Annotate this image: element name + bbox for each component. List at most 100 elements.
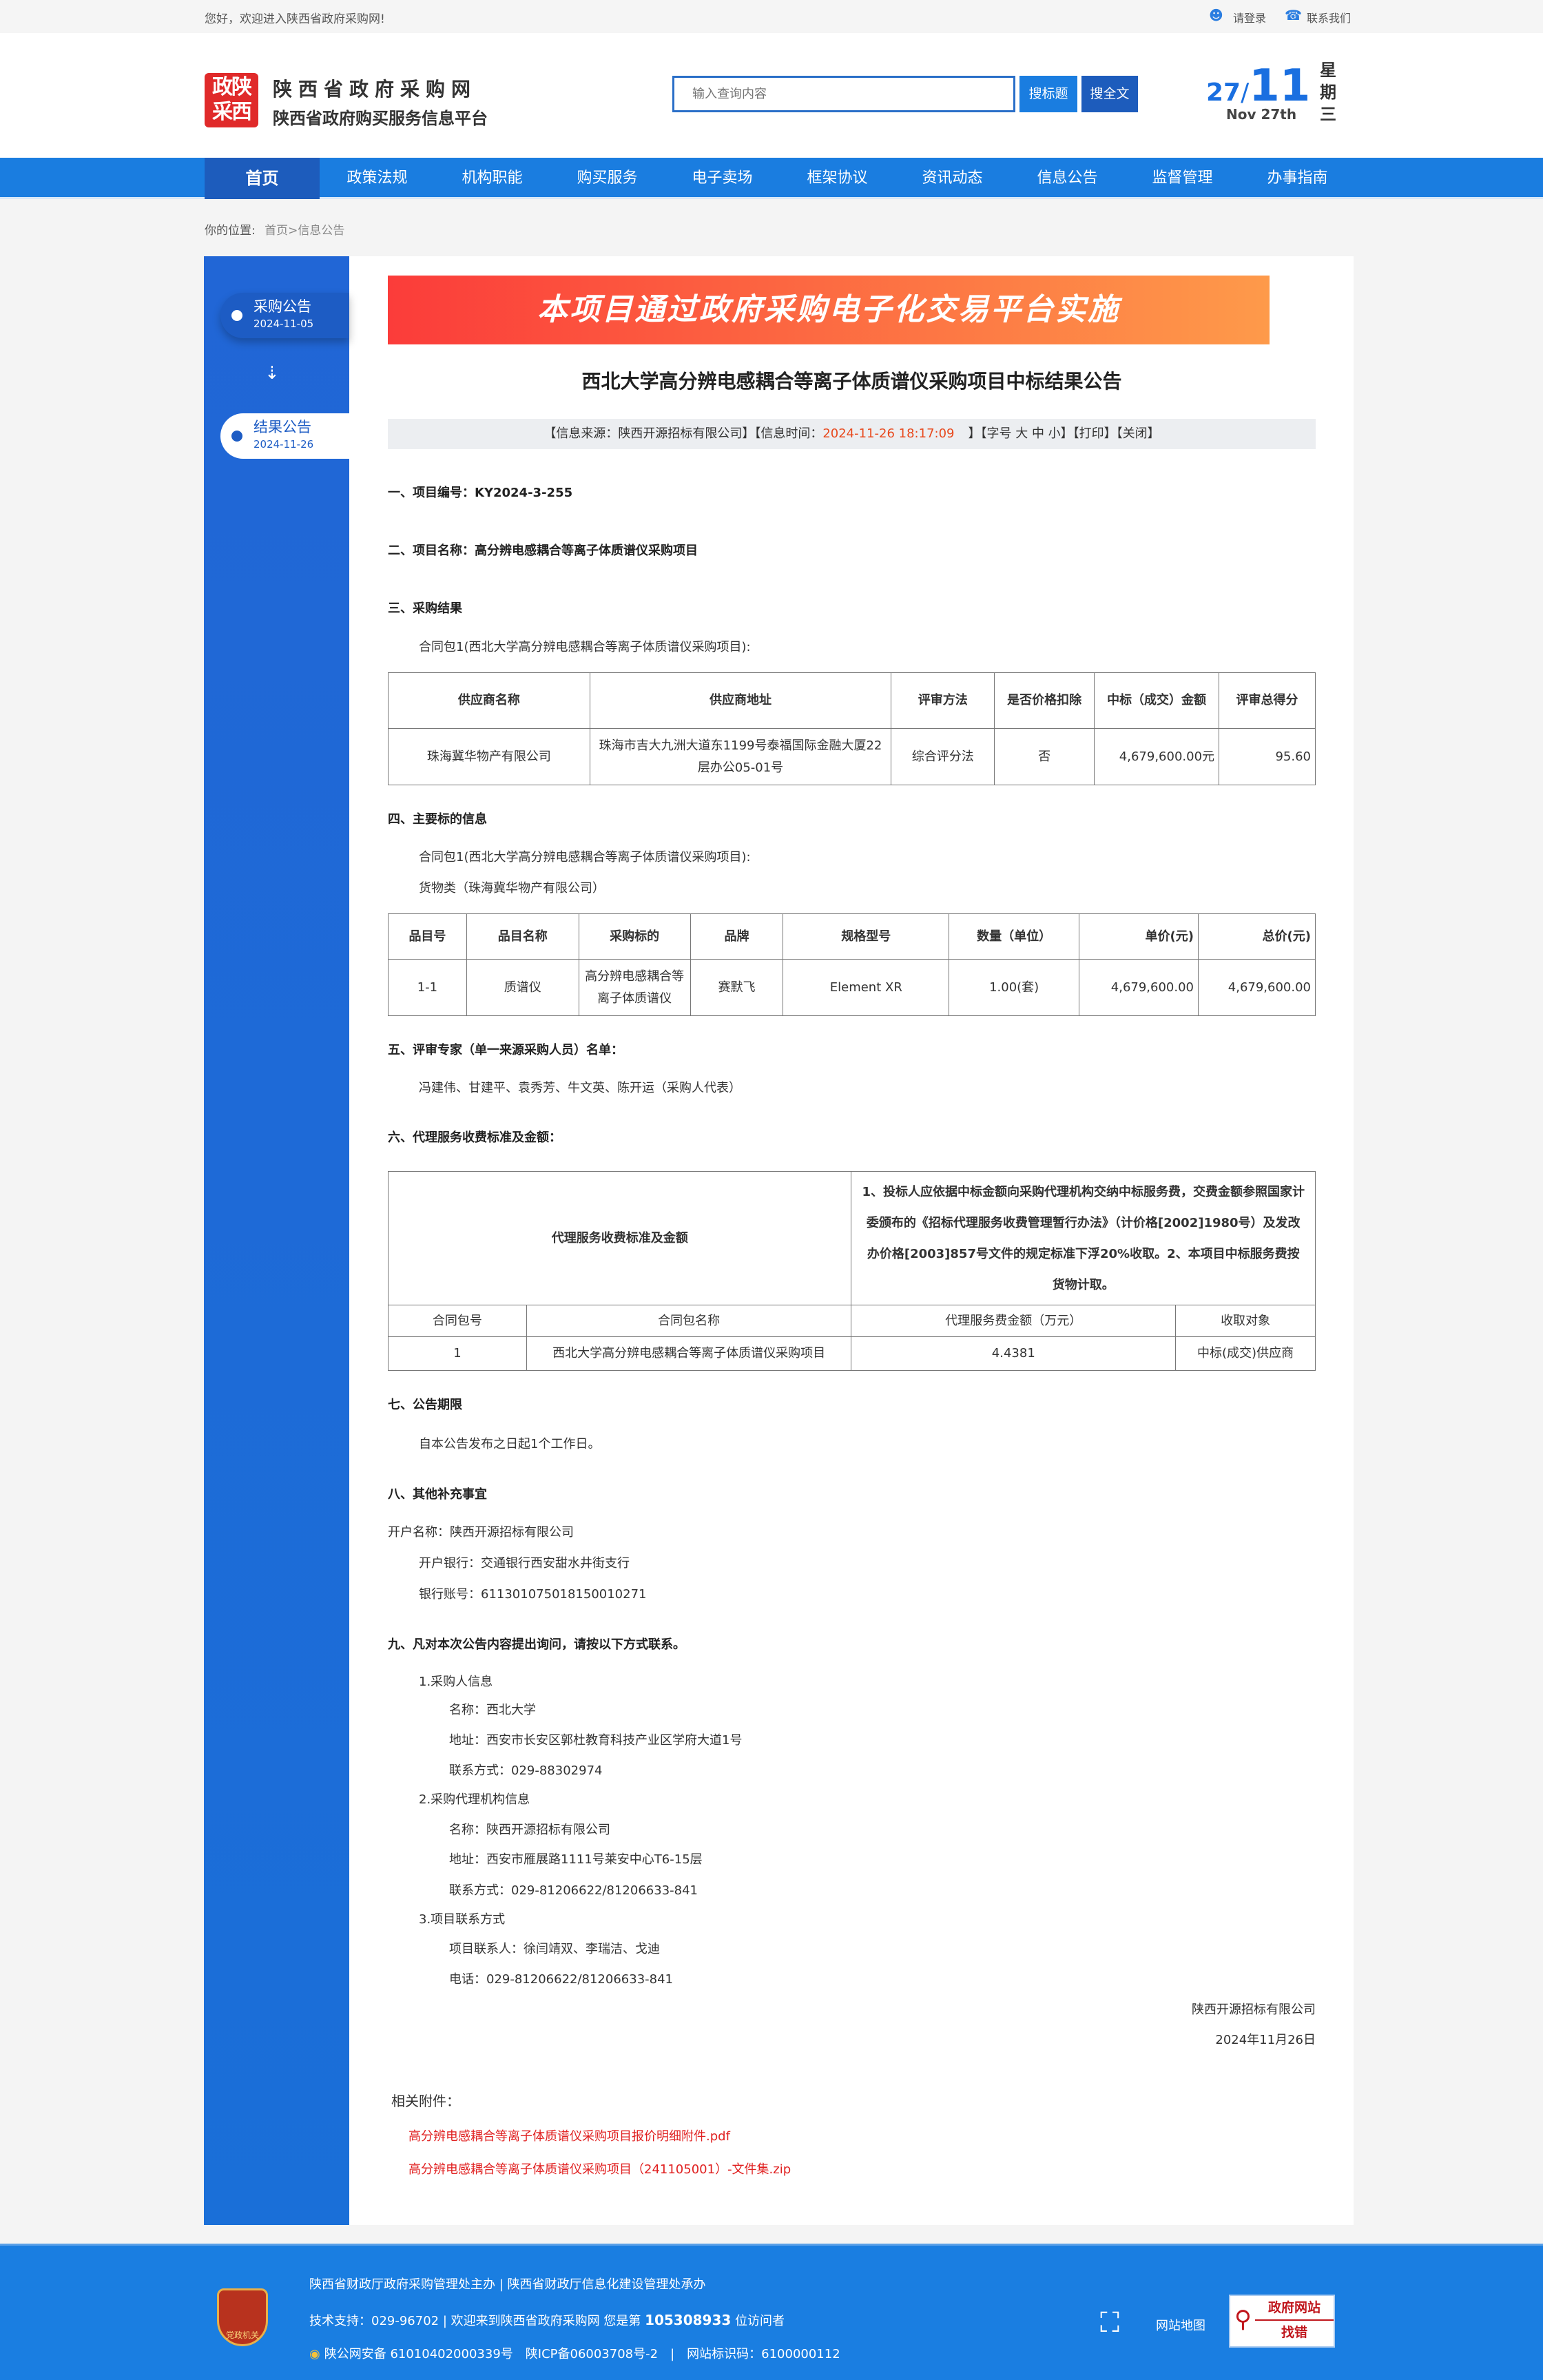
login-link[interactable]: 请登录 (1233, 12, 1267, 25)
date-display: 27/11 (1206, 61, 1311, 112)
police-badge-icon: ◉ (309, 2347, 320, 2361)
table-header-row: 供应商名称 供应商地址 评审方法 是否价格扣除 中标（成交）金额 评审总得分 (388, 672, 1316, 729)
sidebar-item-date: 2024-11-05 (253, 318, 314, 330)
header-cell: 评审方法 (891, 672, 995, 729)
section-other-title: 八、其他补充事宜 (388, 1487, 487, 1502)
breadcrumb-label: 你的位置: (205, 224, 256, 238)
sitemap-link[interactable]: 网站地图 (1156, 2319, 1205, 2333)
cell: 珠海冀华物产有限公司 (388, 728, 590, 785)
header-cell: 评审总得分 (1219, 672, 1316, 729)
dot-icon (231, 310, 242, 321)
top-bar: 您好，欢迎进入陕西省政府采购网! ☻ 请登录 ☎ 联系我们 (0, 0, 1543, 33)
cell: 综合评分法 (891, 728, 995, 785)
header-cell: 收取对象 (1175, 1305, 1316, 1337)
platform-banner: 本项目通过政府采购电子化交易平台实施 (388, 276, 1270, 344)
header-cell: 规格型号 (783, 913, 950, 960)
main-nav: 首页 政策法规 机构职能 购买服务 电子卖场 框架协议 资讯动态 信息公告 监督… (0, 158, 1543, 199)
breadcrumb-current[interactable]: >信息公告 (288, 224, 345, 238)
table-row: 珠海冀华物产有限公司 珠海市吉大九洲大道东1199号泰福国际金融大厦22层办公05… (388, 728, 1316, 785)
contact-link[interactable]: 联系我们 (1307, 12, 1352, 25)
section-result-title: 三、采购结果 (388, 601, 462, 616)
package-label: 合同包1(西北大学高分辨电感耦合等离子体质谱仪采购项目): (419, 640, 751, 654)
footer: 党政机关 陕西省财政厅政府采购管理处主办 | 陕西省财政厅信息化建设管理处承办 … (0, 2244, 1543, 2380)
info-source: 【信息来源：陕西开源招标有限公司】【信息时间： (543, 426, 823, 441)
header-cell: 数量（单位） (949, 913, 1080, 960)
cell: 1.00(套) (949, 959, 1080, 1016)
nav-e-mall[interactable]: 电子卖场 (692, 169, 753, 187)
nav-framework[interactable]: 框架协议 (807, 169, 868, 187)
phone-icon: ☎ (1285, 7, 1302, 23)
agency-name: 名称：陕西开源招标有限公司 (449, 1823, 610, 1837)
project-contact-heading: 3.项目联系方式 (419, 1912, 506, 1927)
cell: 4,679,600.00 (1198, 959, 1316, 1016)
nav-announcements[interactable]: 信息公告 (1037, 169, 1098, 187)
site-subtitle: 陕西省政府购买服务信息平台 (273, 109, 488, 128)
agency-phone: 联系方式：029-81206622/81206633-841 (449, 1883, 698, 1898)
purchaser-heading: 1.采购人信息 (419, 1675, 493, 1689)
cell: 珠海市吉大九洲大道东1199号泰福国际金融大厦22层办公05-01号 (589, 728, 892, 785)
purchaser-phone: 联系方式：029-88302974 (449, 1763, 603, 1778)
header-cell: 单价(元) (1079, 913, 1199, 960)
cell: 否 (994, 728, 1095, 785)
section-fee-title: 六、代理服务收费标准及金额： (388, 1130, 561, 1145)
nav-policy[interactable]: 政策法规 (346, 169, 408, 187)
header-cell: 品目号 (388, 913, 467, 960)
section-contact-title: 九、凡对本次公告内容提出询问，请按以下方式联系。 (388, 1637, 685, 1652)
breadcrumb: 你的位置: 首页>信息公告 (205, 220, 344, 238)
nav-purchase-services[interactable]: 购买服务 (577, 169, 638, 187)
header-cell: 采购标的 (578, 913, 691, 960)
period-text: 自本公告发布之日起1个工作日。 (419, 1437, 601, 1451)
fee-label-cell: 代理服务收费标准及金额 (387, 1171, 852, 1305)
attachment-link-zip[interactable]: 高分辨电感耦合等离子体质谱仪采购项目（241105001）-文件集.zip (408, 2162, 791, 2177)
nav-guide[interactable]: 办事指南 (1267, 169, 1328, 187)
nav-home[interactable]: 首页 (205, 158, 320, 199)
breadcrumb-home[interactable]: 首页 (265, 224, 289, 238)
cell: Element XR (783, 959, 950, 1016)
user-icon: ☻ (1209, 7, 1223, 23)
header-cell: 供应商地址 (589, 672, 892, 729)
search-title-button[interactable]: 搜标题 (1019, 76, 1077, 112)
attachment-link-pdf[interactable]: 高分辨电感耦合等离子体质谱仪采购项目报价明细附件.pdf (408, 2129, 730, 2144)
footer-registration: ◉ 陕公网安备 61010402000339号 陕ICP备06003708号-2 … (309, 2347, 840, 2361)
info-actions[interactable]: 】【字号 大 中 小】【打印】【关闭】 (968, 426, 1160, 441)
package-label: 合同包1(西北大学高分辨电感耦合等离子体质谱仪采购项目): (419, 850, 751, 865)
gov-website-error-report-button[interactable]: ⚲ 政府网站 找错 (1229, 2295, 1335, 2348)
table-header-row: 合同包号 合同包名称 代理服务费金额（万元） 收取对象 (388, 1305, 1316, 1337)
party-government-emblem[interactable]: 党政机关 (217, 2288, 268, 2346)
header-cell: 合同包号 (388, 1305, 527, 1337)
experts-list: 冯建伟、甘建平、袁秀芳、牛文英、陈开运（采购人代表） (419, 1081, 741, 1095)
agency-address: 地址：西安市雁展路1111号莱安中心T6-15层 (449, 1852, 703, 1867)
header-cell: 合同包名称 (526, 1305, 852, 1337)
fee-description-cell: 1、投标人应依据中标金额向采购代理机构交纳中标服务费，交费金额参照国家计委颁布的… (851, 1171, 1316, 1305)
items-table: 品目号 品目名称 采购标的 品牌 规格型号 数量（单位） 单价(元) 总价(元) 1-1 质谱仪… (388, 913, 1316, 1016)
magnifier-icon: ⚲ (1234, 2306, 1252, 2333)
search-input[interactable] (672, 76, 1015, 112)
result-table: 供应商名称 供应商地址 评审方法 是否价格扣除 中标（成交）金额 评审总得分 珠海冀华物产… (388, 672, 1316, 785)
date-english: Nov 27th (1226, 106, 1297, 123)
section-experts-title: 五、评审专家（单一来源采购人员）名单： (388, 1043, 623, 1057)
map-icon[interactable]: ⛶ (1100, 2307, 1119, 2339)
welcome-text: 您好，欢迎进入陕西省政府采购网! (205, 12, 385, 26)
attachments-label: 相关附件： (391, 2093, 460, 2109)
header-cell: 供应商名称 (388, 672, 590, 729)
nav-institutions[interactable]: 机构职能 (462, 169, 523, 187)
cell: 中标(成交)供应商 (1175, 1336, 1316, 1371)
nav-news[interactable]: 资讯动态 (922, 169, 983, 187)
dot-icon (231, 431, 242, 442)
section-project-name: 二、项目名称：高分辨电感耦合等离子体质谱仪采购项目 (388, 544, 698, 558)
site-logo[interactable]: 政陕采西 (205, 73, 258, 127)
cell: 95.60 (1219, 728, 1316, 785)
weekday: 星期三 (1320, 61, 1336, 124)
project-phone: 电话：029-81206622/81206633-841 (449, 1972, 674, 1987)
sidebar-item-result-notice[interactable]: 结果公告 2024-11-26 (220, 413, 349, 459)
fee-table: 代理服务收费标准及金额 1、投标人应依据中标金额向采购代理机构交纳中标服务费，交… (387, 1171, 1316, 1371)
search-fulltext-button[interactable]: 搜全文 (1081, 76, 1138, 112)
cell: 赛默飞 (690, 959, 784, 1016)
account-name: 开户名称：陕西开源招标有限公司 (388, 1525, 574, 1540)
nav-supervision[interactable]: 监督管理 (1152, 169, 1213, 187)
signature-date: 2024年11月26日 (1215, 2033, 1316, 2047)
cell: 4,679,600.00 (1079, 959, 1199, 1016)
bank-name: 开户银行：交通银行西安甜水井街支行 (419, 1556, 630, 1571)
sidebar-item-procurement-notice[interactable]: 采购公告 2024-11-05 (220, 293, 349, 338)
sidebar-item-date: 2024-11-26 (253, 438, 314, 451)
